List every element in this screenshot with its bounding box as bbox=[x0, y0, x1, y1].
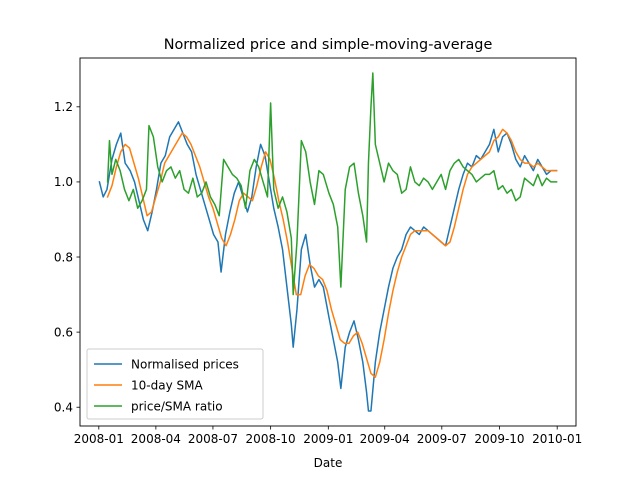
x-tick-label: 2008-01 bbox=[74, 432, 124, 446]
y-tick-label: 1.0 bbox=[54, 175, 73, 189]
y-tick-label: 0.4 bbox=[54, 401, 73, 415]
series-line-2 bbox=[106, 128, 558, 378]
y-tick-label: 1.2 bbox=[54, 100, 73, 114]
x-tick-label: 2009-07 bbox=[417, 432, 467, 446]
x-tick-label: 2010-01 bbox=[532, 432, 582, 446]
x-tick-label: 2008-04 bbox=[131, 432, 181, 446]
y-tick-label: 0.6 bbox=[54, 325, 73, 339]
series-line-3 bbox=[106, 72, 558, 296]
plot-area bbox=[98, 72, 558, 412]
x-tick-label: 2009-10 bbox=[474, 432, 524, 446]
x-tick-label: 2009-04 bbox=[360, 432, 410, 446]
chart-title: Normalized price and simple-moving-avera… bbox=[164, 37, 493, 53]
y-tick-label: 0.8 bbox=[54, 250, 73, 264]
legend: Normalised prices 10-day SMA price/SMA rat… bbox=[86, 348, 264, 420]
legend-label-1: Normalised prices bbox=[131, 357, 239, 371]
legend-label-2: 10-day SMA bbox=[131, 378, 203, 392]
legend-box bbox=[86, 348, 264, 420]
x-axis: 2008-01 2008-04 2008-07 2008-10 2009-01 2009-… bbox=[74, 426, 582, 446]
y-axis: 0.4 0.6 0.8 1.0 1.2 bbox=[54, 100, 80, 415]
x-axis-label: Date bbox=[314, 456, 343, 470]
series-line-1 bbox=[98, 121, 558, 412]
series-layer bbox=[98, 72, 558, 412]
legend-label-3: price/SMA ratio bbox=[131, 399, 223, 413]
x-tick-label: 2008-10 bbox=[246, 432, 296, 446]
x-tick-label: 2009-01 bbox=[303, 432, 353, 446]
x-tick-label: 2008-07 bbox=[188, 432, 238, 446]
